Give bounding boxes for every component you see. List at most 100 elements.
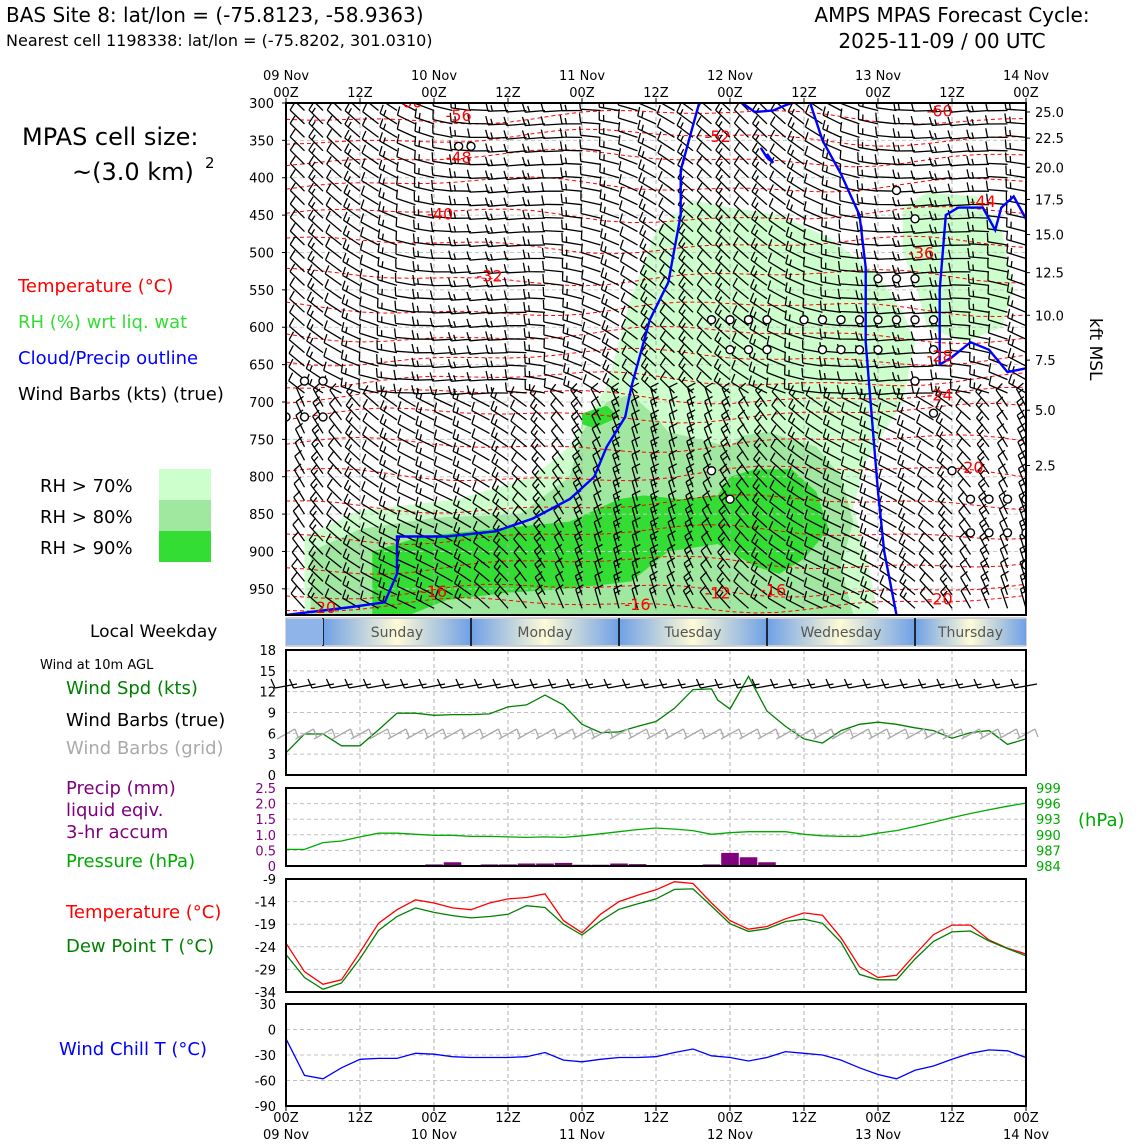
wind-barb-1020 — [935, 412, 953, 434]
wind-barb-415 — [360, 227, 379, 246]
wind-barb-262 — [560, 180, 583, 192]
wind-barb-316 — [803, 187, 823, 206]
wind-barb-438 — [785, 226, 805, 246]
wind-barb-356 — [786, 199, 805, 219]
wind-barb-906 — [346, 384, 361, 407]
wind-barb-124 — [289, 128, 305, 152]
wind-barb-937 — [915, 387, 934, 408]
windPanel-ytick-label: 0 — [268, 769, 276, 784]
isotherm-9 — [286, 347, 1026, 367]
wind-barb-833 — [504, 369, 527, 381]
surface-barb-true — [529, 678, 557, 689]
wind-barb-1069 — [327, 437, 342, 461]
wind-barb-1343 — [840, 523, 860, 542]
cross-section-panel: -60-56-48-52-60-40-32-44-36-28-24-20-16-… — [249, 69, 1064, 616]
wind-barb-112 — [822, 120, 842, 138]
wind-barb-301 — [522, 196, 546, 207]
wind-barb-1525 — [415, 590, 435, 609]
wind-barb-1261 — [840, 496, 860, 515]
wind-barb-1548 — [841, 590, 860, 609]
wind-barb-411 — [289, 223, 305, 246]
wind-barb-413 — [325, 224, 342, 246]
wind-barb-1112 — [361, 453, 379, 475]
wind-barb-86 — [344, 116, 361, 138]
wind-barb-194 — [821, 147, 842, 165]
wind-barb-714 — [581, 321, 601, 340]
wind-barb-1406 — [493, 545, 509, 569]
weekday-name: Monday — [517, 625, 572, 641]
wind-barb-1282 — [472, 507, 490, 529]
wind-barb-1347 — [918, 519, 934, 542]
wind-barb-1509 — [879, 574, 897, 596]
wind-barb-780 — [288, 345, 305, 367]
wind-barb-1149 — [293, 463, 306, 488]
surface-barb-true — [695, 678, 723, 689]
wind-barb-1077 — [471, 441, 490, 461]
tempPanel-ytick-label: -14 — [255, 896, 276, 911]
wind-barb-858 — [969, 365, 990, 381]
wind-barb-923 — [668, 382, 678, 407]
wind-barb-982 — [995, 396, 1009, 421]
wind-barb-393 — [715, 209, 731, 233]
wind-barb-530 — [967, 260, 990, 273]
surface-barb-grid — [591, 728, 614, 740]
wind-barb-1160 — [491, 466, 509, 488]
wind-barb-515 — [696, 249, 712, 273]
surface-barb-grid — [443, 728, 466, 740]
wind-barb-792 — [504, 356, 527, 367]
icing-circle-27 — [873, 273, 883, 284]
icing-circle-38 — [984, 494, 994, 504]
wind-barb-1201 — [491, 479, 509, 502]
wind-barb-6 — [384, 103, 398, 112]
wind-barb-150 — [769, 129, 786, 152]
wind-barb-1065 — [1017, 422, 1026, 448]
wind-barb-418 — [412, 233, 435, 246]
wind-barb-63 — [676, 103, 694, 125]
wind-barb-920 — [610, 382, 620, 407]
wind-barb-1013 — [805, 413, 823, 434]
wind-barb-1259 — [804, 495, 823, 515]
wind-barb-711 — [523, 328, 546, 340]
wind-barb-701 — [341, 321, 361, 340]
wind-barb-320 — [874, 195, 897, 206]
wind-barb-668 — [485, 318, 509, 328]
wind-barb-666 — [447, 318, 472, 329]
wind-barb-1058 — [877, 429, 897, 448]
wind-barb-214 — [431, 166, 453, 179]
wind-barb-1171 — [702, 463, 713, 488]
wind-barb-766 — [784, 337, 805, 354]
wind-barb-1010 — [754, 410, 768, 434]
wind-barb-1021 — [955, 411, 971, 434]
wind-barb-898 — [949, 380, 971, 394]
wind-barb-588 — [522, 288, 546, 300]
wind-barb-522 — [820, 258, 842, 273]
wind-barb-1162 — [531, 464, 546, 488]
wind-barb-578 — [341, 280, 361, 300]
surface-barb-grid — [628, 728, 651, 740]
wind-barb-439 — [803, 228, 823, 246]
wind-barb-1176 — [786, 467, 805, 488]
wind-barb-1438 — [325, 560, 342, 582]
wind-barb-835 — [543, 365, 564, 381]
surface-barb-true — [769, 678, 797, 689]
wind-barb-244 — [985, 167, 1008, 179]
wind-barb-387 — [599, 215, 620, 233]
isotherm-4 — [286, 206, 1026, 224]
wind-barb-504 — [484, 264, 509, 275]
wind-barb-111 — [804, 118, 823, 138]
icing-circle-42 — [984, 528, 994, 538]
wind-barb-416 — [377, 229, 398, 246]
wind-barb-466 — [541, 247, 564, 260]
wind-barb-68 — [770, 103, 786, 125]
top-date-label: 11 Nov — [559, 69, 605, 84]
isotherm-11 — [286, 386, 1026, 405]
wind-barb-1260 — [822, 496, 842, 515]
wind-barb-1454 — [631, 557, 641, 582]
chillPanel-ytick-label: -60 — [255, 1075, 276, 1090]
wind-barb-1488 — [493, 572, 509, 596]
wind-barb-265 — [618, 174, 638, 192]
surface-barb-grid — [350, 728, 373, 740]
wind-barb-1128 — [668, 449, 678, 474]
isotherm-6 — [286, 267, 1026, 287]
